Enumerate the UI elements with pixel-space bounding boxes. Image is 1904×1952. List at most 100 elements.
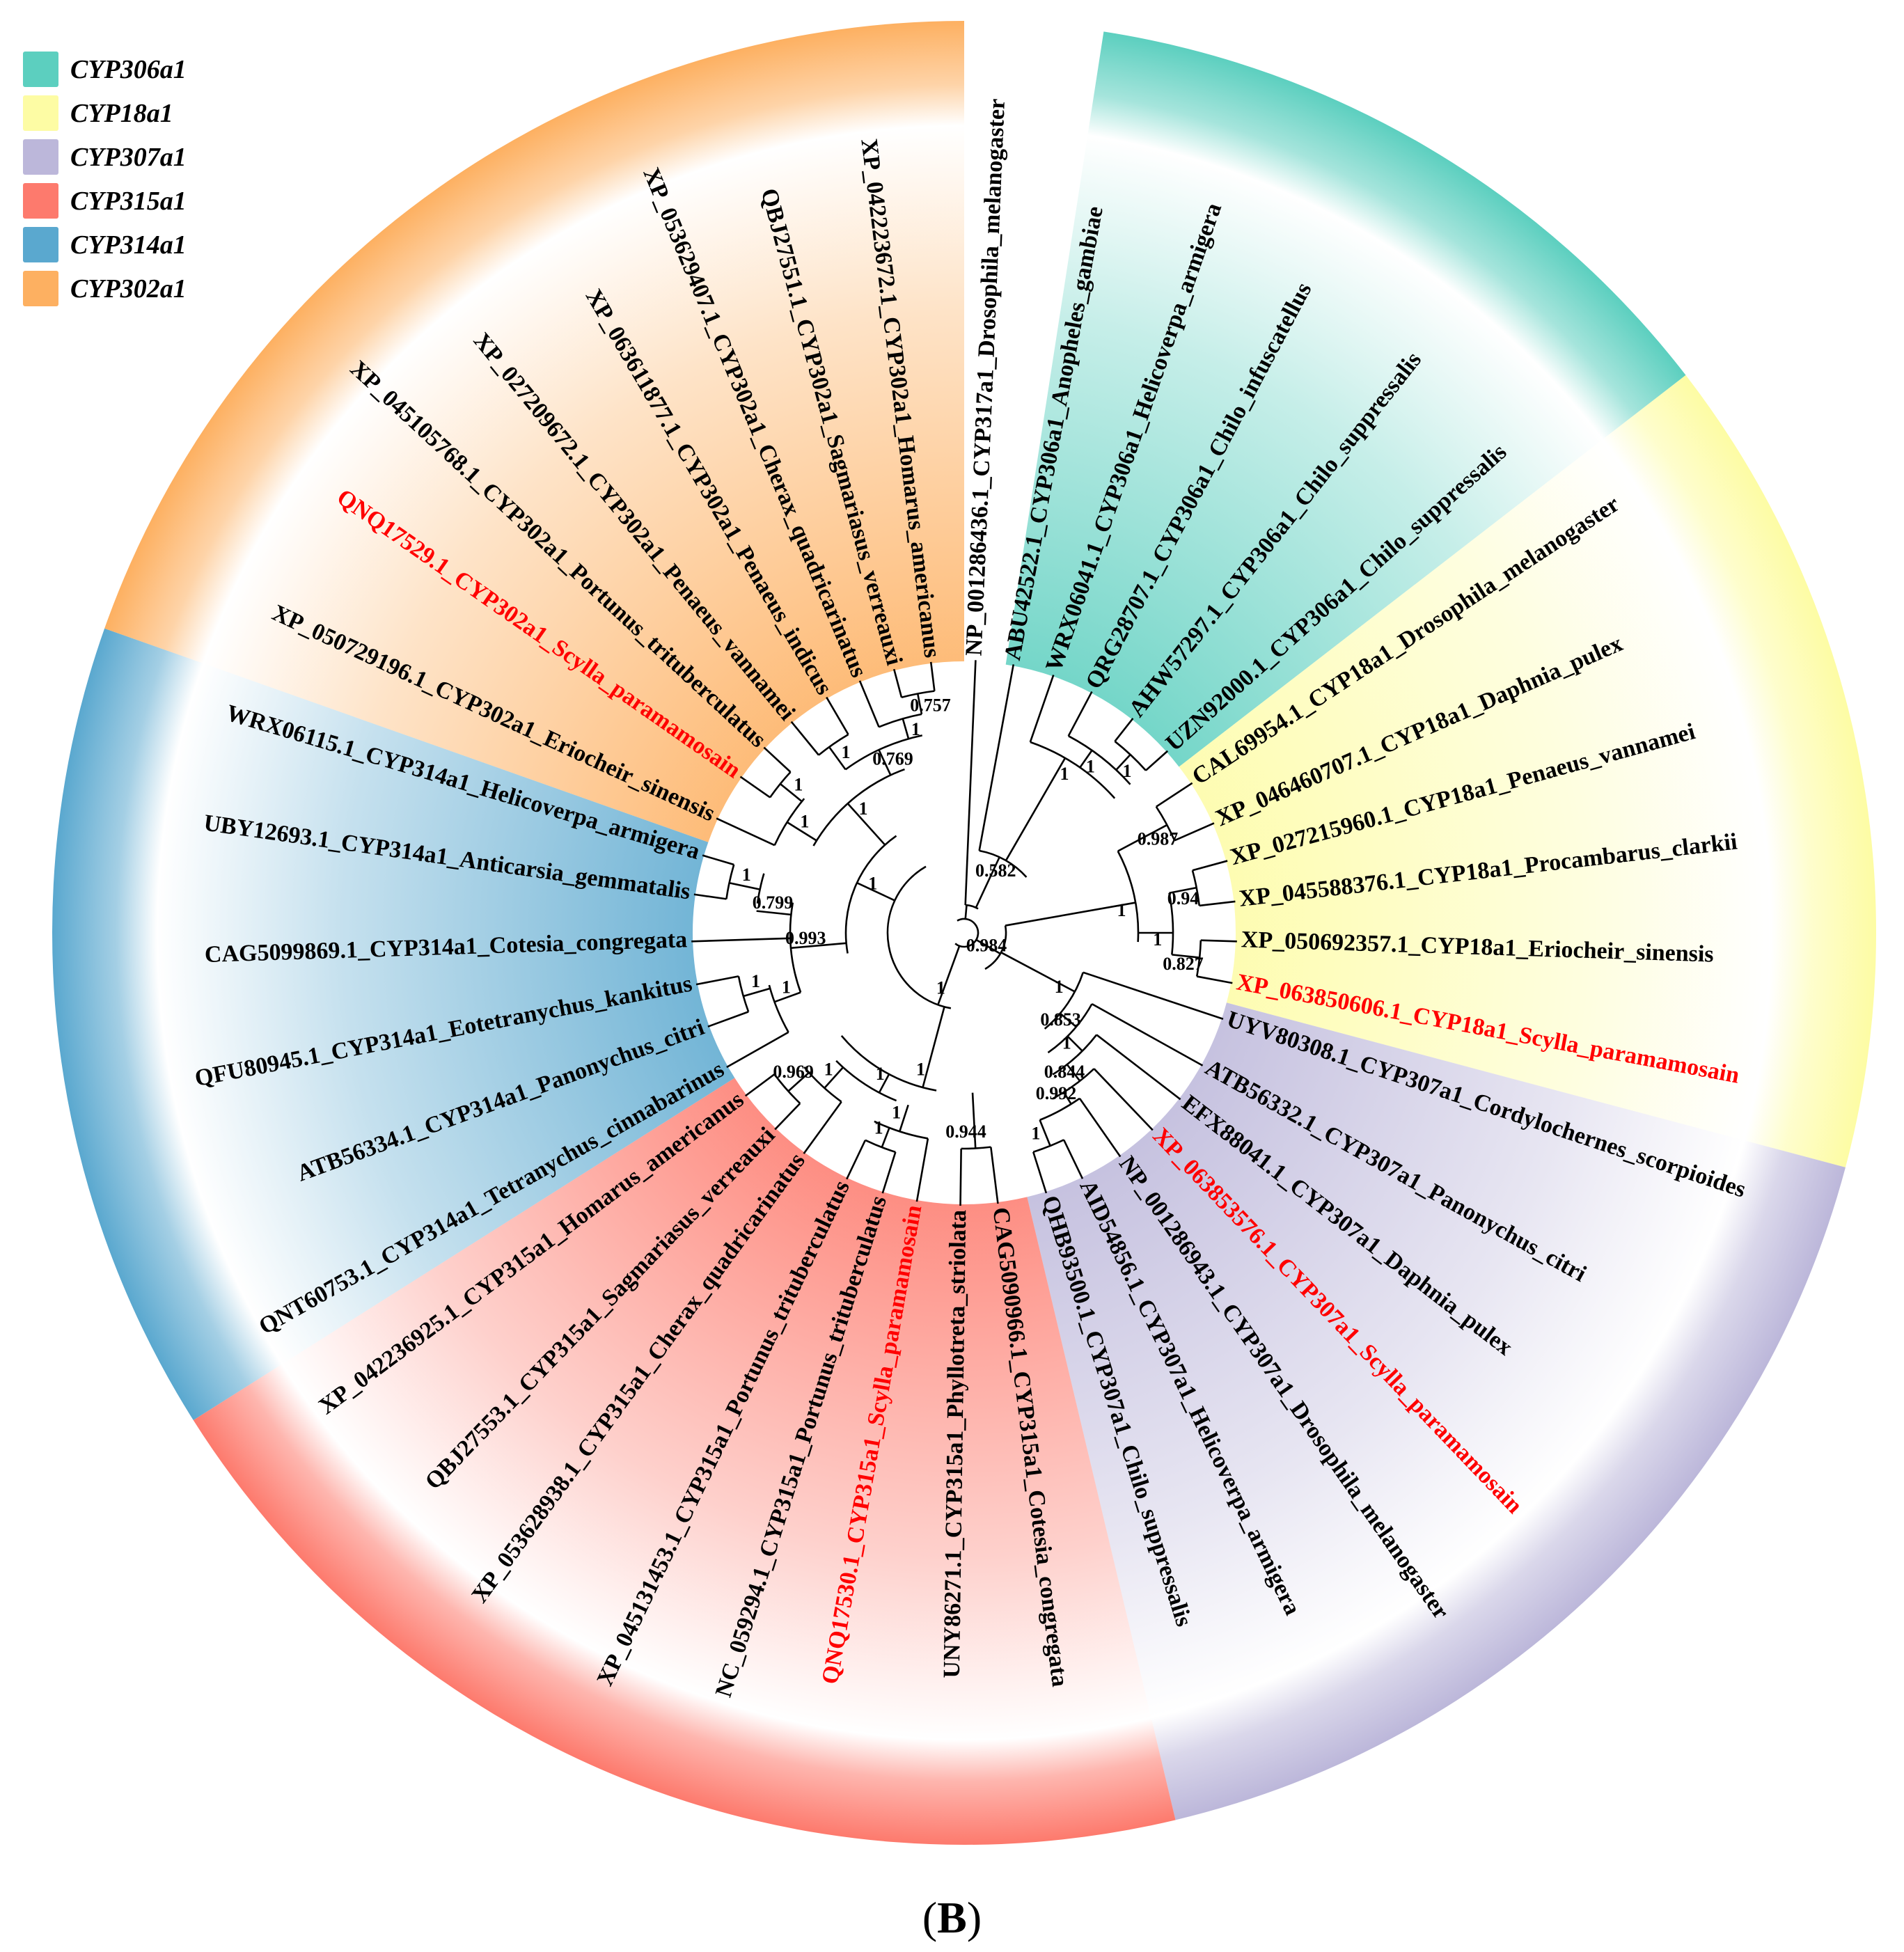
tree-branch xyxy=(1005,902,1136,927)
tree-branch xyxy=(856,881,895,902)
leaf-branch xyxy=(1145,750,1169,771)
clade-band-cyp314a1 xyxy=(52,628,735,1421)
tree-node-arc xyxy=(840,1035,937,1092)
tree-branch xyxy=(1005,757,1067,861)
bootstrap-value: 0.993 xyxy=(785,928,826,948)
leaf-branch xyxy=(1199,900,1236,907)
tree-branches xyxy=(691,660,1237,1206)
bootstrap-value: 1 xyxy=(876,1064,885,1084)
tree-branch xyxy=(1039,1119,1051,1147)
tree-branch xyxy=(743,987,771,998)
leaf-branch xyxy=(929,661,936,691)
tree-node-arc xyxy=(979,849,1028,878)
legend-item-cyp306a1: CYP306a1 xyxy=(23,47,187,91)
leaf-branch xyxy=(1156,782,1193,808)
legend-swatch xyxy=(23,271,58,306)
tree-branch xyxy=(975,938,1001,955)
bootstrap-value: 0.757 xyxy=(910,695,951,716)
clade-band-cyp315a1 xyxy=(193,1078,1176,1845)
legend-label: CYP315a1 xyxy=(70,186,187,216)
leaf-branch xyxy=(702,854,734,866)
leaf-branch xyxy=(691,937,791,943)
tree-node-arc xyxy=(737,976,750,1012)
bootstrap-value: 0.94 xyxy=(1167,888,1199,908)
bootstrap-value: 0.984 xyxy=(966,935,1007,955)
tree-node-arc xyxy=(844,835,897,954)
bootstrap-value: 1 xyxy=(868,874,877,894)
tree-branch xyxy=(971,1092,977,1149)
clade-band-cyp306a1 xyxy=(1005,31,1686,767)
tree-branch xyxy=(1060,1012,1077,1028)
tree-branch xyxy=(790,942,847,950)
tree-branch xyxy=(975,856,1000,908)
caption-open-paren: ( xyxy=(922,1893,938,1942)
leaf-branch xyxy=(744,1073,776,1097)
tree-node-arc xyxy=(874,1120,929,1140)
legend-label: CYP307a1 xyxy=(70,142,187,172)
bootstrap-value: 1 xyxy=(1055,977,1064,997)
legend-item-cyp18a1: CYP18a1 xyxy=(23,91,187,135)
tree-branch xyxy=(922,1006,945,1088)
bootstrap-value: 1 xyxy=(742,865,751,885)
tree-branch xyxy=(881,1127,890,1148)
tree-node-arc xyxy=(1047,1003,1093,1054)
leaf-branch xyxy=(739,776,771,798)
leaf-branch xyxy=(826,696,849,735)
clade-color-bands xyxy=(52,21,1877,1845)
leaf-branch xyxy=(695,975,739,986)
legend-swatch xyxy=(23,183,58,219)
clade-band-cyp307a1 xyxy=(1027,1002,1846,1820)
bootstrap-value: 0.827 xyxy=(1163,954,1204,974)
tree-node-arc xyxy=(1030,741,1116,799)
bootstrap-value: 1 xyxy=(1031,1123,1040,1143)
legend-item-cyp302a1: CYP302a1 xyxy=(23,267,187,310)
bootstrap-value: 1 xyxy=(782,977,791,998)
leaf-branch xyxy=(978,664,1015,851)
tree-branch xyxy=(729,881,760,890)
bootstrap-value: 1 xyxy=(916,1059,925,1079)
leaf-branch xyxy=(707,1011,749,1028)
bootstrap-value: 1 xyxy=(1060,764,1069,784)
tree-branch xyxy=(824,1066,844,1089)
tree-node-arc xyxy=(984,925,1007,970)
leaf-branch xyxy=(915,1138,929,1202)
leaf-branch xyxy=(1032,1151,1048,1194)
caption-letter: B xyxy=(937,1893,967,1942)
bootstrap-value: 1 xyxy=(892,1102,901,1122)
bootstrap-value: 0.769 xyxy=(872,748,913,769)
bootstrap-value: 0.944 xyxy=(945,1121,986,1142)
bootstrap-value: 1 xyxy=(874,1117,883,1138)
legend: CYP306a1 CYP18a1 CYP307a1 CYP315a1 CYP31… xyxy=(23,47,187,310)
legend-swatch xyxy=(23,227,58,262)
tree-branch xyxy=(937,945,961,1005)
tree-branch xyxy=(878,749,892,776)
caption-close-paren: ) xyxy=(966,1893,982,1942)
tree-branch xyxy=(774,991,801,1003)
leaf-branch xyxy=(892,668,903,698)
tree-branch xyxy=(1079,750,1093,769)
leaf-branch xyxy=(1174,822,1215,842)
tree-node-arc xyxy=(1052,1034,1098,1076)
tree-branch xyxy=(847,803,886,846)
tree-branch xyxy=(899,1104,909,1132)
tree-node-arc xyxy=(812,768,905,847)
leaf-branch xyxy=(990,1147,999,1204)
bootstrap-value: 0.799 xyxy=(753,892,794,913)
bootstrap-value: 1 xyxy=(824,1059,833,1079)
tree-node-arc xyxy=(1068,735,1131,785)
tree-node-arc xyxy=(965,904,979,910)
bootstrap-value: 1 xyxy=(1117,900,1126,920)
bootstrap-value: 0.853 xyxy=(1040,1009,1081,1030)
tree-branch xyxy=(1067,1035,1083,1052)
leaf-branch xyxy=(763,746,792,773)
tree-branch xyxy=(828,746,847,771)
tree-branch xyxy=(1066,1064,1081,1082)
tree-branch xyxy=(1117,824,1167,852)
leaf-branch xyxy=(1067,691,1093,737)
leaf-branch xyxy=(1093,1068,1154,1131)
leaf-branch xyxy=(1200,939,1237,943)
tree-branch xyxy=(902,718,910,739)
legend-item-cyp307a1: CYP307a1 xyxy=(23,135,187,179)
